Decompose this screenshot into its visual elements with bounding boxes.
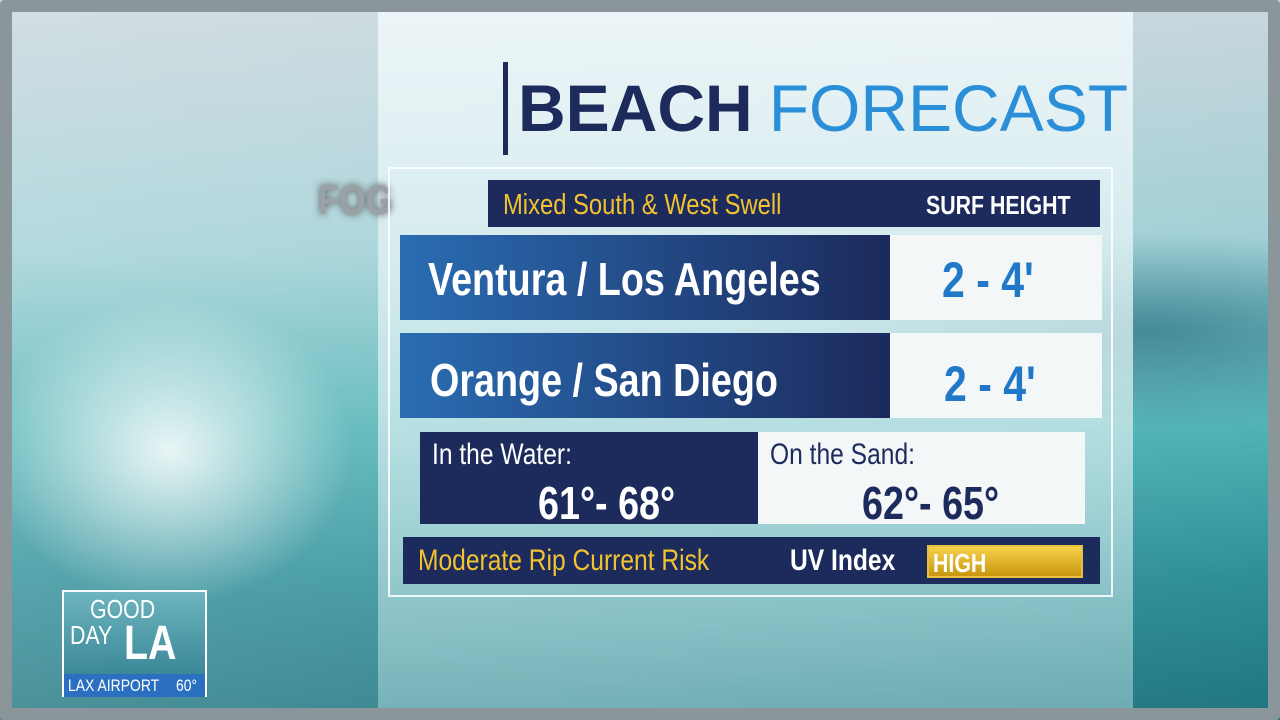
row: Orange / San Diego 2 - 4' bbox=[400, 333, 1102, 418]
title-bold: BEACH bbox=[518, 71, 753, 145]
title-bar bbox=[503, 62, 508, 155]
header-bar: Mixed South & West Swell SURF HEIGHT bbox=[488, 180, 1100, 227]
uv-badge: HIGH bbox=[927, 545, 1083, 578]
logo-strip: LAX AIRPORT 60° bbox=[64, 674, 205, 697]
logo-line3: LA bbox=[124, 617, 177, 670]
sand-cell: On the Sand: 62°- 65° bbox=[758, 432, 1085, 529]
sand-value: 62°- 65° bbox=[862, 477, 1000, 529]
surf: 2 - 4' bbox=[942, 252, 1034, 308]
logo-line2: DAY bbox=[70, 620, 113, 650]
water-cell: In the Water: 61°- 68° bbox=[420, 432, 758, 529]
region-cell: Orange / San Diego bbox=[400, 333, 890, 418]
surf-cell: 2 - 4' bbox=[890, 235, 1102, 320]
logo: GOOD DAY LA LAX AIRPORT 60° bbox=[62, 590, 207, 697]
surf-cell: 2 - 4' bbox=[890, 333, 1102, 418]
sand-label: On the Sand: bbox=[770, 438, 915, 471]
water-value: 61°- 68° bbox=[538, 477, 676, 529]
rip-risk: Moderate Rip Current Risk bbox=[418, 544, 710, 577]
header-right: SURF HEIGHT bbox=[926, 190, 1071, 220]
logo-location: LAX AIRPORT bbox=[68, 676, 160, 695]
surf: 2 - 4' bbox=[944, 356, 1036, 412]
title: BEACH FORECAST bbox=[518, 70, 1128, 146]
uv-value: HIGH bbox=[933, 548, 987, 578]
region-cell: Ventura / Los Angeles bbox=[400, 235, 890, 320]
uv-label: UV Index bbox=[790, 544, 896, 577]
region: Ventura / Los Angeles bbox=[428, 253, 821, 305]
title-light: FORECAST bbox=[768, 71, 1129, 145]
footer-bar: Moderate Rip Current Risk UV Index HIGH bbox=[403, 537, 1100, 584]
logo-temp: 60° bbox=[176, 676, 198, 695]
logo-line1: GOOD bbox=[90, 594, 156, 624]
fog-label: FOG bbox=[318, 176, 393, 223]
water-label: In the Water: bbox=[432, 438, 572, 471]
row: Ventura / Los Angeles 2 - 4' bbox=[400, 235, 1102, 320]
region: Orange / San Diego bbox=[430, 354, 778, 406]
forecast-box bbox=[388, 167, 1113, 597]
header-left: Mixed South & West Swell bbox=[503, 189, 782, 221]
